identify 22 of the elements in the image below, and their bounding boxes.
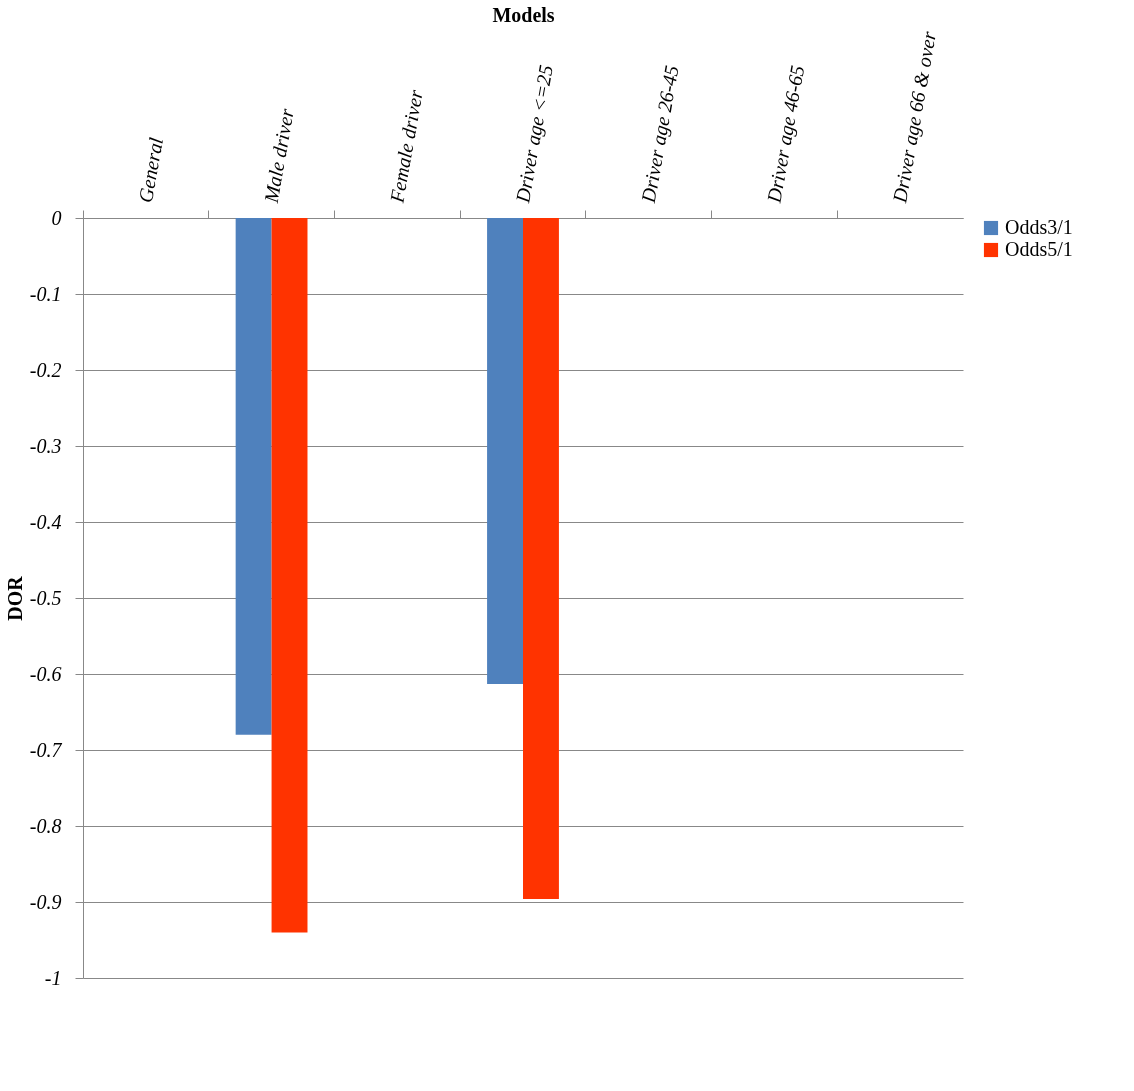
y-tick-label: -0.3 (29, 434, 62, 457)
x-tick-label: Driver age 26-45 (636, 63, 684, 206)
x-tick-label: Driver age <=25 (511, 63, 559, 206)
y-tick-label: -0.5 (29, 586, 62, 609)
x-tick-label: Driver age 66 & over (888, 29, 942, 206)
y-tick-label: 0 (51, 206, 62, 229)
legend-label: Odds3/1 (1005, 216, 1073, 238)
y-tick-label: -0.8 (29, 814, 62, 837)
x-axis-title: Models (492, 4, 555, 27)
y-tick-label: -0.7 (29, 738, 63, 761)
legend-label: Odds5/1 (1005, 238, 1073, 260)
y-tick-label: -0.4 (29, 510, 62, 533)
x-tick-label: Male driver (259, 106, 298, 206)
y-tick-label: -0.9 (29, 890, 62, 913)
x-tick-label: Driver age 46-65 (762, 63, 810, 206)
x-tick-label: General (134, 135, 168, 205)
y-tick-label: -1 (44, 966, 62, 989)
y-tick-label: -0.6 (29, 662, 62, 685)
y-axis-title: DOR (3, 575, 26, 621)
y-tick-label: -0.1 (29, 282, 62, 305)
y-tick-label: -0.2 (29, 358, 62, 381)
x-tick-label: Female driver (385, 88, 427, 206)
